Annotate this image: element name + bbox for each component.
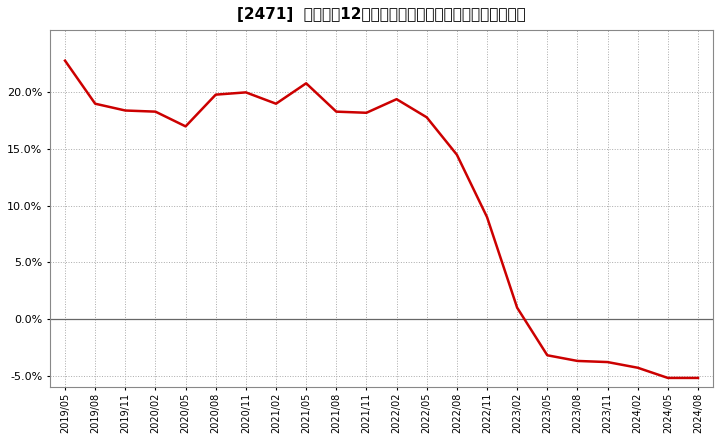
Title: [2471]  売上高の12か月移動合計の対前年同期増減率の推移: [2471] 売上高の12か月移動合計の対前年同期増減率の推移	[237, 7, 526, 22]
